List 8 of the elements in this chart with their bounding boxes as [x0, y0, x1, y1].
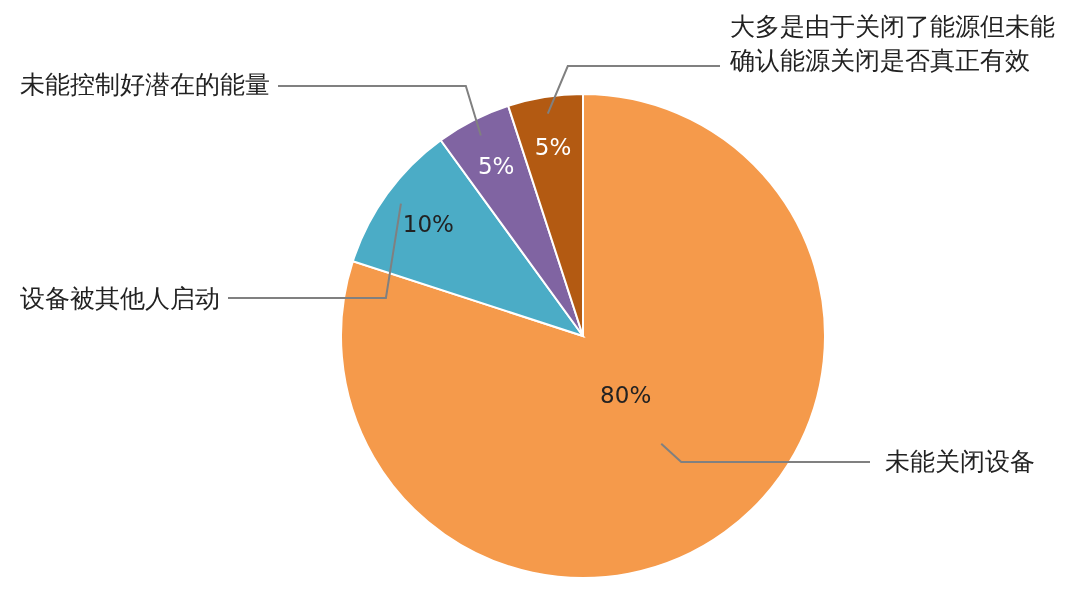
data-label: 5% [477, 152, 515, 179]
slice-label: 未能关闭设备 [885, 447, 1035, 476]
slice-label: 未能控制好潜在的能量 [20, 70, 270, 99]
data-label: 80% [600, 381, 652, 408]
slice-label: 大多是由于关闭了能源但未能确认能源关闭是否真正有效 [730, 12, 1055, 75]
data-label: 10% [402, 210, 454, 237]
data-label: 5% [534, 134, 572, 161]
slice-label: 设备被其他人启动 [20, 284, 220, 313]
